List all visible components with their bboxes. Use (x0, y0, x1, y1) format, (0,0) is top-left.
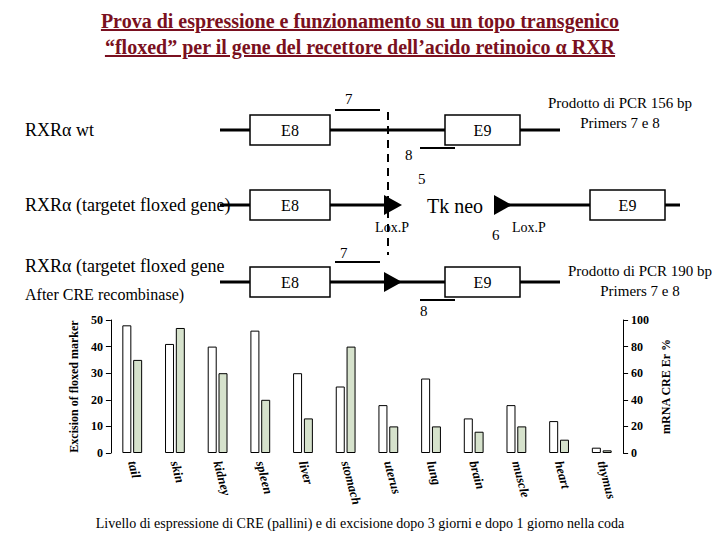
svg-text:10: 10 (91, 419, 103, 433)
svg-text:20: 20 (91, 393, 103, 407)
svg-text:50: 50 (91, 313, 103, 327)
svg-text:muscle: muscle (509, 459, 533, 499)
svg-text:30: 30 (91, 366, 103, 380)
svg-text:mRNA CRE Er %: mRNA CRE Er % (659, 339, 673, 434)
svg-text:RXRα (targetet floxed gene): RXRα (targetet floxed gene) (25, 195, 231, 216)
svg-text:uterus: uterus (381, 459, 404, 496)
svg-text:Tk neo: Tk neo (427, 195, 483, 217)
svg-text:Prodotto di PCR 156 bp: Prodotto di PCR 156 bp (548, 95, 692, 111)
svg-text:lung: lung (424, 459, 445, 487)
svg-text:“floxed” per il gene del recet: “floxed” per il gene del recettore dell’… (105, 36, 616, 59)
svg-text:0: 0 (631, 446, 637, 460)
svg-text:spleen: spleen (253, 458, 277, 496)
svg-text:Lox.P: Lox.P (512, 220, 546, 235)
svg-text:80: 80 (631, 340, 643, 354)
svg-text:thymus: thymus (595, 459, 620, 501)
svg-text:Primers 7 e 8: Primers 7 e 8 (600, 283, 680, 299)
svg-text:E8: E8 (281, 122, 299, 139)
svg-text:40: 40 (91, 340, 103, 354)
svg-text:liver: liver (296, 459, 317, 487)
svg-text:5: 5 (418, 171, 426, 187)
svg-text:6: 6 (492, 227, 500, 243)
svg-text:heart: heart (552, 459, 574, 490)
svg-text:RXRα (targetet floxed gene: RXRα (targetet floxed gene (25, 256, 225, 277)
svg-text:8: 8 (420, 303, 428, 319)
svg-text:E9: E9 (474, 274, 492, 291)
svg-text:After CRE recombinase): After CRE recombinase) (25, 286, 184, 304)
svg-text:E8: E8 (281, 197, 299, 214)
html-text:Livello di espressione di CRE: Livello di espressione di CRE (pallini) … (95, 516, 625, 531)
svg-text:Primers 7 e 8: Primers 7 e 8 (580, 115, 660, 131)
svg-text:Lox.P: Lox.P (375, 220, 409, 235)
svg-text:Prodotto di PCR 190 bp: Prodotto di PCR 190 bp (568, 263, 712, 279)
svg-text:E8: E8 (281, 274, 299, 291)
svg-text:0: 0 (97, 446, 103, 460)
svg-text:8: 8 (405, 147, 413, 163)
svg-text:Prova di espressione e funzion: Prova di espressione e funzionamento su … (101, 10, 619, 33)
svg-text:brain: brain (466, 459, 488, 491)
svg-text:20: 20 (631, 419, 643, 433)
svg-text:60: 60 (631, 366, 643, 380)
svg-text:Excision of floxed marker: Excision of floxed marker (67, 320, 81, 453)
svg-text:kidney: kidney (210, 459, 234, 497)
svg-text:stomach: stomach (338, 458, 364, 506)
svg-text:E9: E9 (474, 122, 492, 139)
svg-text:tail: tail (125, 459, 144, 480)
svg-text:7: 7 (345, 91, 353, 107)
svg-text:skin: skin (167, 458, 188, 484)
svg-text:RXRα wt: RXRα wt (25, 120, 94, 140)
svg-text:100: 100 (631, 313, 649, 327)
svg-text:E9: E9 (619, 197, 637, 214)
svg-text:7: 7 (340, 245, 348, 261)
svg-text:40: 40 (631, 393, 643, 407)
